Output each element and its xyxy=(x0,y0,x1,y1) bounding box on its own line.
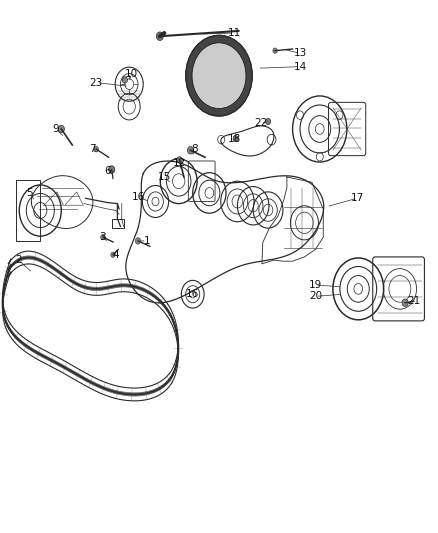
Text: 5: 5 xyxy=(26,188,33,198)
Text: 2: 2 xyxy=(15,255,22,265)
Circle shape xyxy=(273,48,277,53)
Text: 16: 16 xyxy=(186,289,199,299)
Circle shape xyxy=(233,135,238,142)
Circle shape xyxy=(111,252,115,257)
Circle shape xyxy=(135,238,141,244)
Bar xyxy=(112,219,124,228)
Text: 7: 7 xyxy=(88,144,95,154)
Circle shape xyxy=(187,147,194,154)
Text: 1: 1 xyxy=(143,236,150,246)
Text: 19: 19 xyxy=(309,280,322,290)
Text: 14: 14 xyxy=(293,62,307,71)
Text: 15: 15 xyxy=(158,172,171,182)
Text: 10: 10 xyxy=(125,69,138,78)
Text: 4: 4 xyxy=(113,250,120,260)
Circle shape xyxy=(265,118,271,125)
Text: 23: 23 xyxy=(90,78,103,87)
Text: 16: 16 xyxy=(131,192,145,202)
Text: 8: 8 xyxy=(191,144,198,154)
Text: 9: 9 xyxy=(53,124,60,134)
Circle shape xyxy=(101,235,105,240)
Circle shape xyxy=(402,299,408,306)
Circle shape xyxy=(122,77,127,83)
Circle shape xyxy=(177,157,182,163)
Circle shape xyxy=(58,125,64,133)
Text: 20: 20 xyxy=(309,292,322,301)
Text: 3: 3 xyxy=(99,232,106,242)
Text: 6: 6 xyxy=(104,166,111,175)
Circle shape xyxy=(94,147,99,152)
Wedge shape xyxy=(186,36,252,116)
Text: 12: 12 xyxy=(173,158,186,167)
Circle shape xyxy=(156,32,163,41)
Text: 13: 13 xyxy=(293,49,307,58)
Circle shape xyxy=(109,166,115,173)
Text: 21: 21 xyxy=(407,296,420,306)
Bar xyxy=(16,180,40,241)
Text: 11: 11 xyxy=(228,28,241,38)
Text: 22: 22 xyxy=(254,118,267,127)
Text: 17: 17 xyxy=(350,193,364,203)
Circle shape xyxy=(192,43,246,109)
Text: 18: 18 xyxy=(228,134,241,143)
